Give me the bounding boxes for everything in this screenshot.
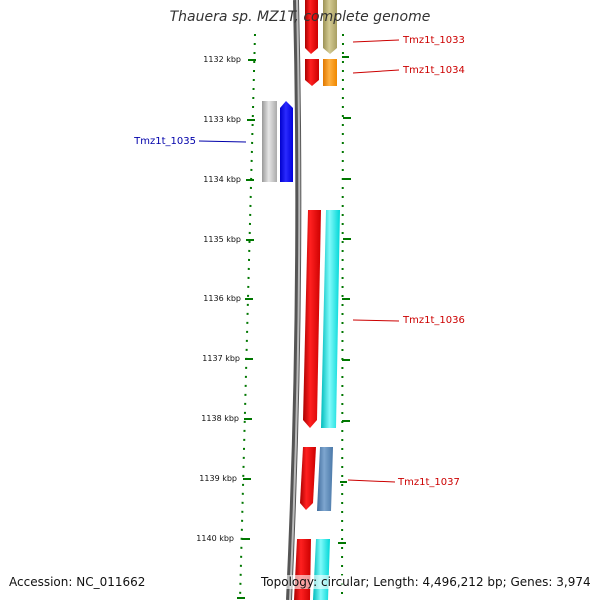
tick-label: 1135 kbp [203, 235, 241, 244]
cyan-feature-1036 [321, 210, 340, 428]
gene-arrow-bottom [294, 539, 311, 600]
tick-label: 1136 kbp [203, 294, 241, 303]
gray-feature-1035 [262, 101, 277, 182]
tick-label: 1139 kbp [199, 474, 237, 483]
genome-backbone-highlight [289, 0, 301, 600]
gene-arrow-tmz1t-1035[interactable] [280, 101, 293, 182]
left-ticks [237, 59, 256, 599]
leader-lines [198, 39, 400, 483]
gene-arrow-tmz1t-1037[interactable] [300, 447, 316, 510]
gene-arrow-tmz1t-1033[interactable] [305, 0, 318, 54]
right-ticks [338, 56, 351, 544]
tick-label: 1132 kbp [203, 55, 241, 64]
gene-label-tmz1t-1035[interactable]: Tmz1t_1035 [133, 136, 196, 147]
gene-label-tmz1t-1036[interactable]: Tmz1t_1036 [402, 315, 465, 326]
genome-backbone [286, 0, 302, 600]
olive-feature-1033 [323, 0, 337, 54]
gene-label-tmz1t-1034[interactable]: Tmz1t_1034 [402, 65, 465, 76]
tick-label: 1134 kbp [203, 175, 241, 184]
gene-label-tmz1t-1037[interactable]: Tmz1t_1037 [397, 477, 460, 488]
dotted-ring-right [341, 33, 344, 600]
gene-arrow-tmz1t-1036[interactable] [303, 210, 321, 428]
genome-summary-text: Topology: circular; Length: 4,496,212 bp… [261, 575, 591, 589]
map-title: Thauera sp. MZ1T, complete genome [169, 9, 431, 25]
steelblue-feature-1037 [317, 447, 333, 511]
dotted-ring-left [239, 33, 256, 600]
tick-label: 1137 kbp [202, 354, 240, 363]
tick-label: 1138 kbp [201, 414, 239, 423]
orange-feature-1034 [323, 59, 337, 86]
accession-text: Accession: NC_011662 [9, 575, 146, 589]
tick-label: 1140 kbp [196, 534, 234, 543]
tick-label: 1133 kbp [203, 115, 241, 124]
tick-labels: 1132 kbp 1133 kbp 1134 kbp 1135 kbp 1136… [196, 55, 241, 543]
gene-label-tmz1t-1033[interactable]: Tmz1t_1033 [402, 35, 465, 46]
cyan-feature-bottom [313, 539, 330, 600]
gene-arrow-tmz1t-1034[interactable] [305, 59, 319, 86]
